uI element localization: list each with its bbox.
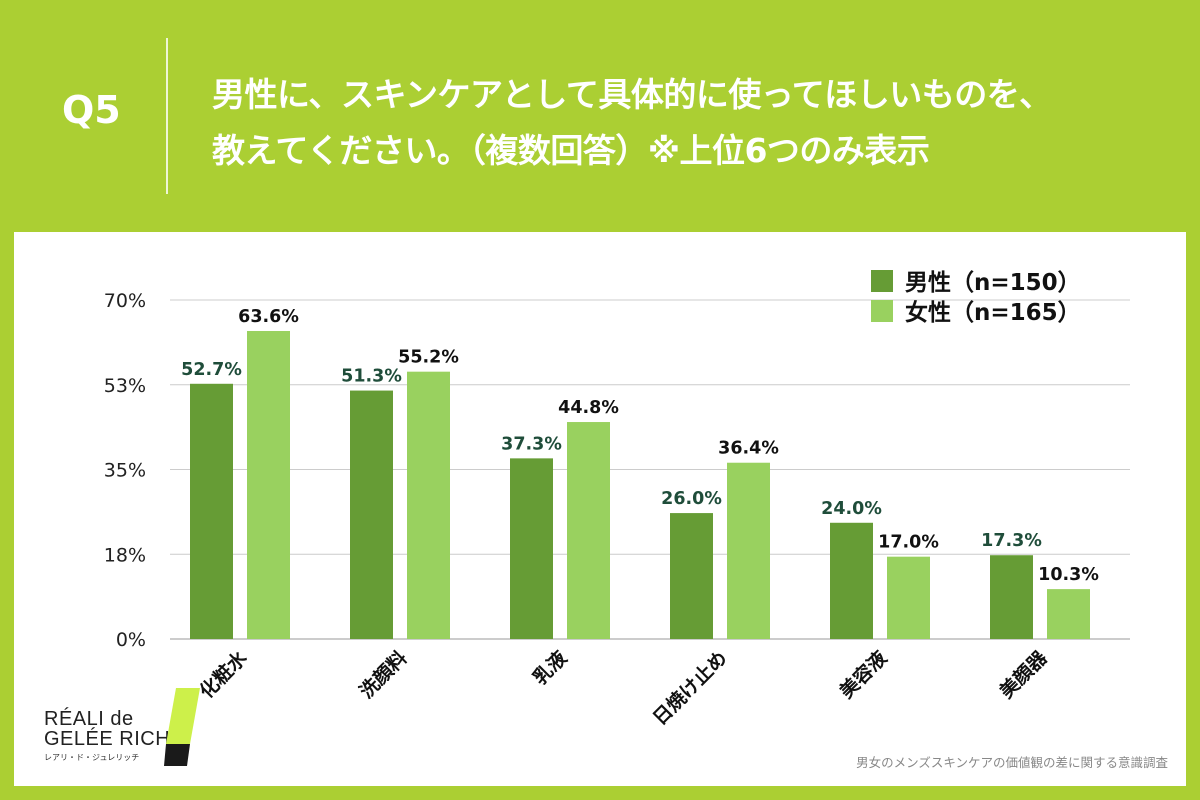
y-tick-label: 35% [104,460,146,482]
data-label-female: 10.3% [1038,565,1099,585]
question-number: Q5 [62,88,121,132]
brand-logo: RÉALI de GELÉE RICH® レアリ・ド・ジュレリッチ [44,688,224,770]
legend-swatch-male [871,270,893,292]
bar-male [350,390,393,639]
data-label-male: 37.3% [501,434,562,454]
category-label: 日焼け止め [648,646,731,729]
bar-female [1047,589,1090,639]
bar-female [407,371,450,639]
brand-name-line2: GELÉE RICH® [44,728,177,751]
category-label: 美容液 [835,646,892,703]
brand-name-line1: RÉALI de [44,708,134,730]
bar-male [670,513,713,639]
bar-male [510,458,553,639]
data-label-female: 63.6% [238,307,299,327]
data-label-female: 36.4% [718,439,779,459]
category-label: 美顔器 [995,646,1052,703]
bar-female [567,422,610,639]
data-label-male: 52.7% [181,360,242,380]
category-label: 乳液 [528,646,572,690]
header: Q5 男性に、スキンケアとして具体的に使ってほしいものを、 教えてください。（複… [0,0,1200,232]
bar-female [727,462,770,639]
question-text-line2: 教えてください。（複数回答）※上位6つのみ表示 [212,131,930,170]
bar-female [247,330,290,639]
brand-stick-icon [164,688,200,766]
y-tick-label: 0% [116,629,146,651]
legend-swatch-female [871,300,893,322]
y-tick-label: 70% [104,290,146,312]
source-note: 男女のメンズスキンケアの価値観の差に関する意識調査 [856,755,1168,770]
legend-label-female: 女性（n=165） [905,299,1081,326]
data-label-male: 24.0% [821,499,882,519]
category-label: 洗顔料 [355,646,412,703]
y-tick-label: 18% [104,544,146,566]
bar-male [830,522,873,639]
chart-panel: 0% 18% 35% 53% 70% 52.7% 63.6% 化粧水 51.3% 55.2% 洗顔料… [14,232,1186,786]
data-label-male: 17.3% [981,531,1042,551]
data-label-female: 55.2% [398,348,459,368]
data-label-female: 17.0% [878,533,939,553]
brand-name-line2-text: GELÉE RICH [44,728,171,750]
header-divider [166,38,168,194]
bar-male [990,555,1033,639]
y-tick-label: 53% [104,375,146,397]
bar-male [190,383,233,639]
data-label-male: 51.3% [341,367,402,387]
legend-label-male: 男性（n=150） [905,269,1081,296]
bar-chart: 0%18%35%53%70%52.7%63.6%化粧水51.3%55.2%洗顔料… [104,269,1130,730]
data-label-female: 44.8% [558,398,619,418]
question-text-line1: 男性に、スキンケアとして具体的に使ってほしいものを、 [212,75,1052,114]
data-label-male: 26.0% [661,489,722,509]
brand-katakana: レアリ・ド・ジュレリッチ [44,753,140,762]
bar-female [887,556,930,639]
